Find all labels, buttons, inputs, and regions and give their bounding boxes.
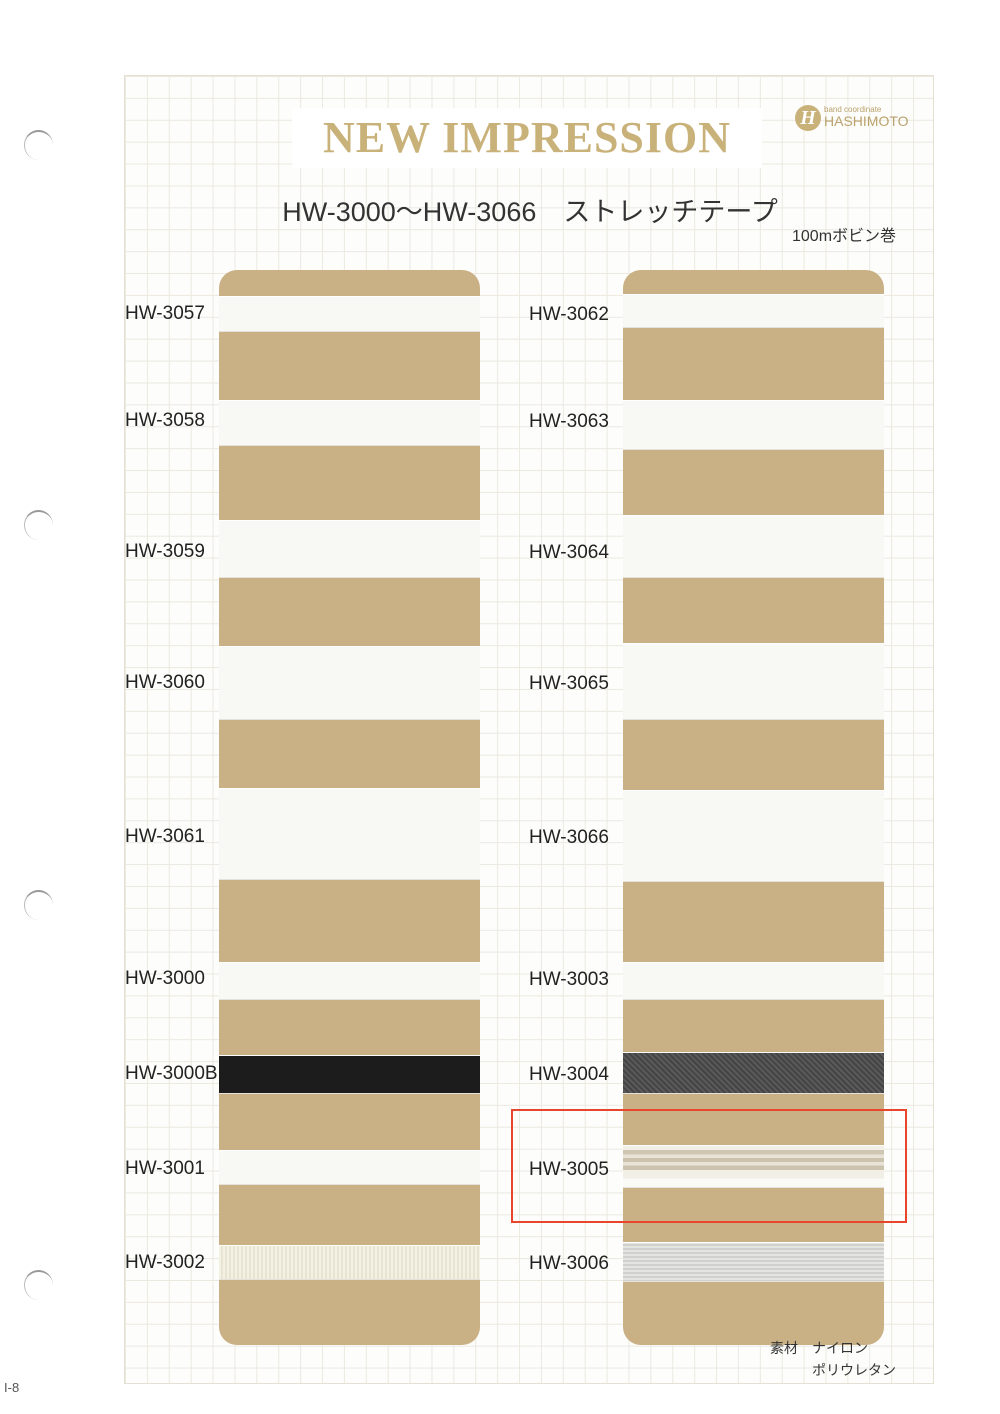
product-code: HW-3058: [125, 410, 205, 431]
product-code: HW-3004: [529, 1064, 609, 1085]
tape-sample: [219, 1245, 480, 1280]
tape-sample: [623, 643, 884, 720]
tape-sample: [219, 788, 480, 880]
product-code: HW-3000: [125, 968, 205, 989]
tape-sample: [623, 1052, 884, 1094]
product-code: HW-3059: [125, 541, 205, 562]
tape-sample: [219, 1150, 480, 1185]
binder-hole: [24, 1270, 53, 1300]
page-number: I-8: [4, 1380, 20, 1395]
logo-tagline: band coordinate: [824, 105, 882, 114]
sample-card-left: [219, 270, 480, 1345]
tape-sample: [219, 962, 480, 1000]
product-code: HW-3065: [529, 673, 609, 694]
brand-logo: H band coordinate HASHIMOTO: [795, 105, 909, 131]
binder-hole: [24, 510, 53, 540]
material-value: ポリウレタン: [812, 1362, 896, 1378]
product-code: HW-3006: [529, 1253, 609, 1274]
tape-sample: [219, 296, 480, 332]
product-code: HW-3061: [125, 826, 205, 847]
product-code: HW-3063: [529, 411, 609, 432]
sample-card-right: [623, 270, 884, 1345]
logo-name: HASHIMOTO: [824, 113, 909, 129]
product-range-title: HW-3000～HW-3066 ストレッチテープ: [282, 197, 778, 227]
tape-sample: [623, 1145, 884, 1188]
highlight-box: [511, 1109, 907, 1223]
tape-sample: [623, 294, 884, 328]
tape-sample: [219, 646, 480, 720]
binder-hole: [24, 890, 53, 920]
product-code: HW-3002: [125, 1252, 205, 1273]
product-code: HW-3060: [125, 672, 205, 693]
spool-info: 100mボビン巻: [792, 228, 897, 245]
product-code: HW-3005: [529, 1159, 609, 1180]
tape-sample: [219, 400, 480, 446]
binder-hole: [24, 130, 53, 160]
page-title: NEW IMPRESSION: [292, 108, 762, 168]
product-code: HW-3062: [529, 304, 609, 325]
product-code: HW-3000B: [125, 1063, 218, 1084]
product-code: HW-3003: [529, 969, 609, 990]
logo-mark: H: [795, 105, 821, 131]
tape-sample: [219, 1055, 480, 1094]
product-code: HW-3066: [529, 827, 609, 848]
material-value: ナイロン: [812, 1340, 868, 1356]
tape-sample: [623, 1242, 884, 1282]
tape-sample: [623, 790, 884, 882]
tape-sample: [623, 400, 884, 450]
product-code: HW-3064: [529, 542, 609, 563]
tape-sample: [623, 962, 884, 1000]
tape-sample: [219, 520, 480, 578]
product-code: HW-3001: [125, 1158, 205, 1179]
tape-sample: [623, 515, 884, 578]
material-label: 素材: [770, 1340, 798, 1356]
product-code: HW-3057: [125, 303, 205, 324]
